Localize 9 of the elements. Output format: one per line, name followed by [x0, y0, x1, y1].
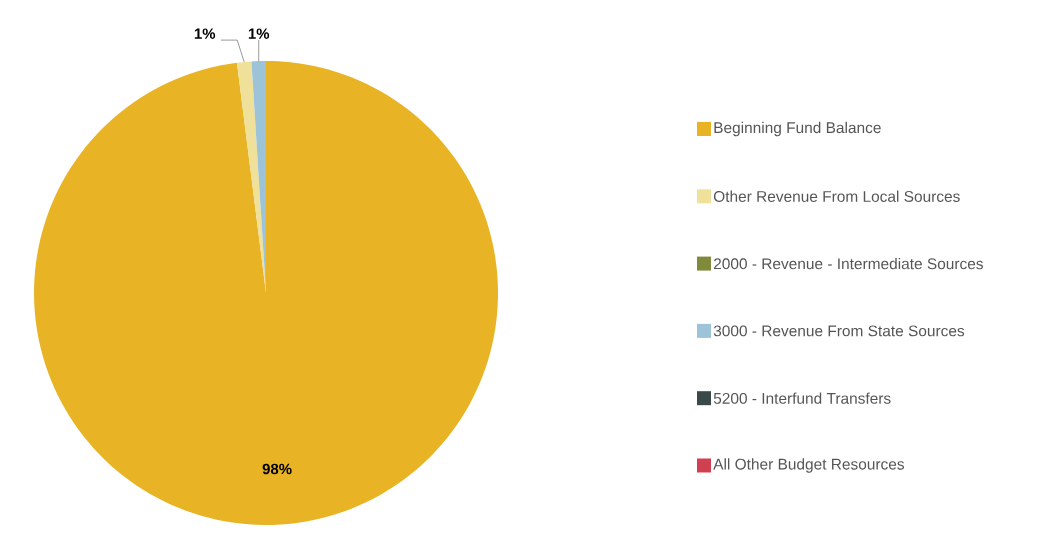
legend-label: 2000 - Revenue - Intermediate Sources	[713, 257, 983, 270]
legend-label: Other Revenue From Local Sources	[713, 190, 960, 202]
data-label: 98%	[262, 463, 292, 475]
data-label: 1%	[248, 28, 270, 39]
legend-label: 5200 - Interfund Transfers	[713, 392, 891, 404]
legend-label: Beginning Fund Balance	[714, 121, 881, 137]
legend-label: 3000 - Revenue From State Sources	[713, 325, 965, 337]
data-label: 1%	[194, 28, 216, 39]
legend-label: All Other Budget Resources	[713, 458, 905, 473]
